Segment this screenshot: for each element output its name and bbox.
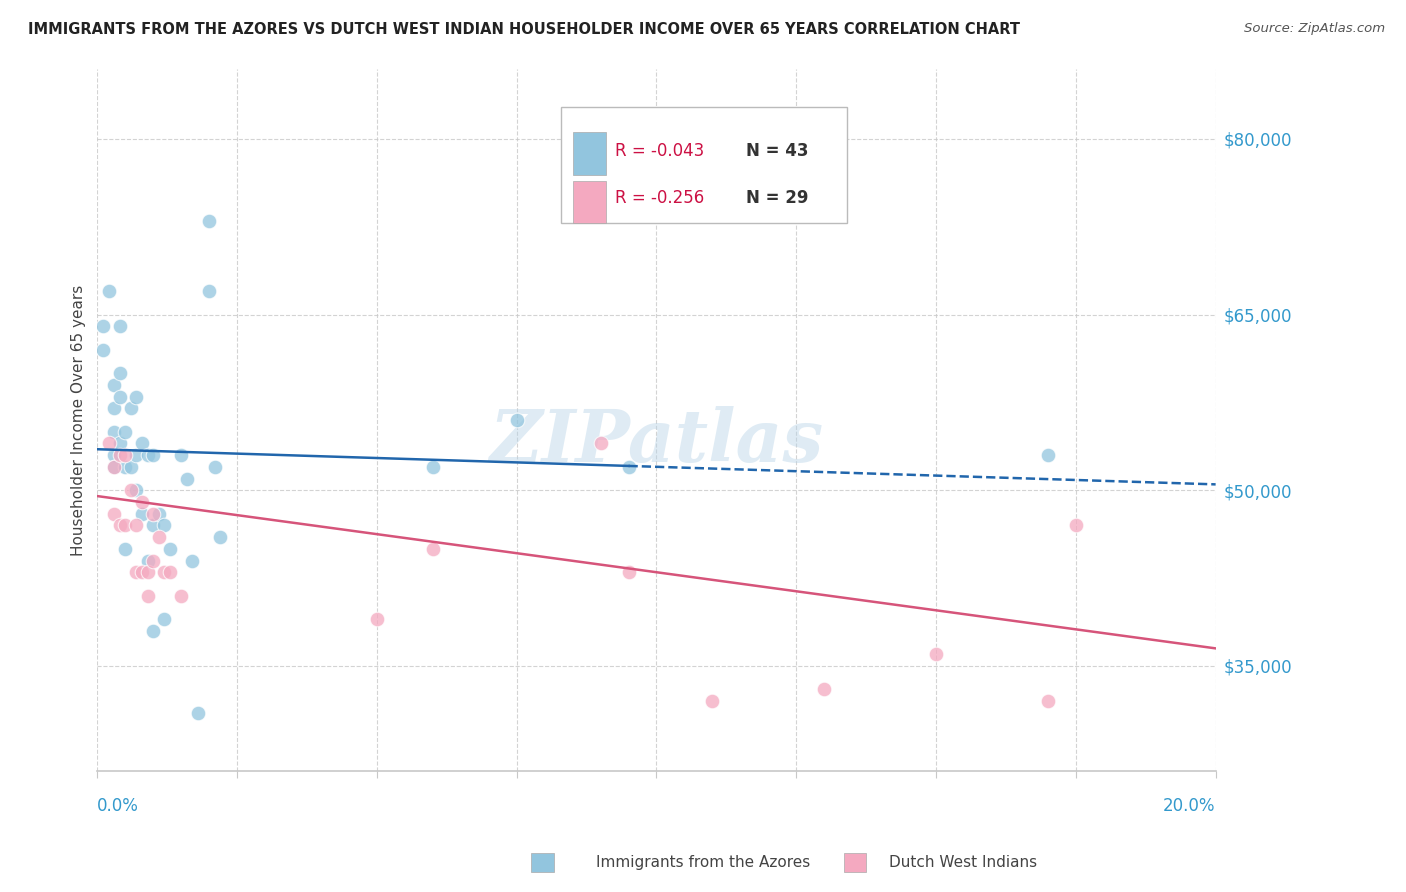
Point	[97, 284, 120, 298]
Point	[125, 566, 148, 580]
Point	[91, 319, 114, 334]
Point	[103, 459, 125, 474]
Point	[91, 343, 114, 357]
Point	[114, 541, 136, 556]
Point	[131, 507, 153, 521]
Point	[422, 541, 444, 556]
Point	[159, 541, 181, 556]
Point	[142, 507, 165, 521]
Point	[925, 647, 948, 661]
Point	[103, 459, 125, 474]
Point	[153, 518, 176, 533]
Point	[505, 413, 527, 427]
Point	[159, 566, 181, 580]
Point	[702, 694, 724, 708]
Point	[125, 483, 148, 498]
Point	[589, 436, 612, 450]
Point	[148, 530, 170, 544]
Point	[170, 448, 193, 462]
Point	[114, 425, 136, 439]
Point	[114, 518, 136, 533]
Point	[813, 682, 835, 697]
Point	[209, 530, 232, 544]
Point	[131, 495, 153, 509]
Text: Dutch West Indians: Dutch West Indians	[889, 855, 1038, 870]
Point	[1064, 518, 1087, 533]
Point	[617, 459, 640, 474]
Text: N = 43: N = 43	[747, 142, 808, 161]
Text: ZIPatlas: ZIPatlas	[489, 406, 824, 476]
Point	[136, 566, 159, 580]
Point	[125, 448, 148, 462]
Point	[120, 483, 142, 498]
Text: 20.0%: 20.0%	[1163, 797, 1216, 815]
FancyBboxPatch shape	[572, 181, 606, 223]
Text: IMMIGRANTS FROM THE AZORES VS DUTCH WEST INDIAN HOUSEHOLDER INCOME OVER 65 YEARS: IMMIGRANTS FROM THE AZORES VS DUTCH WEST…	[28, 22, 1021, 37]
Point	[114, 448, 136, 462]
Point	[120, 459, 142, 474]
Point	[131, 566, 153, 580]
Point	[114, 459, 136, 474]
Point	[97, 436, 120, 450]
Text: Source: ZipAtlas.com: Source: ZipAtlas.com	[1244, 22, 1385, 36]
Point	[120, 401, 142, 416]
Text: R = -0.043: R = -0.043	[614, 142, 704, 161]
Text: R = -0.256: R = -0.256	[614, 188, 704, 207]
Point	[1036, 694, 1059, 708]
Point	[617, 566, 640, 580]
Point	[422, 459, 444, 474]
Text: Immigrants from the Azores: Immigrants from the Azores	[596, 855, 810, 870]
Point	[142, 624, 165, 638]
Point	[108, 518, 131, 533]
FancyBboxPatch shape	[572, 133, 606, 175]
Text: N = 29: N = 29	[747, 188, 808, 207]
Point	[198, 284, 221, 298]
Point	[108, 319, 131, 334]
Point	[142, 553, 165, 567]
Point	[153, 612, 176, 626]
Point	[176, 471, 198, 485]
Point	[136, 589, 159, 603]
Point	[187, 706, 209, 720]
Point	[131, 436, 153, 450]
Point	[103, 507, 125, 521]
Point	[198, 214, 221, 228]
Point	[1036, 448, 1059, 462]
Point	[125, 518, 148, 533]
Point	[108, 448, 131, 462]
Point	[103, 425, 125, 439]
Point	[153, 566, 176, 580]
Point	[204, 459, 226, 474]
Point	[125, 390, 148, 404]
Y-axis label: Householder Income Over 65 years: Householder Income Over 65 years	[72, 285, 86, 556]
Point	[136, 448, 159, 462]
Point	[181, 553, 204, 567]
Point	[148, 507, 170, 521]
Point	[108, 436, 131, 450]
Point	[103, 448, 125, 462]
FancyBboxPatch shape	[561, 107, 846, 223]
Point	[170, 589, 193, 603]
Point	[103, 401, 125, 416]
Point	[142, 448, 165, 462]
Text: 0.0%: 0.0%	[97, 797, 139, 815]
Point	[108, 366, 131, 380]
Point	[136, 553, 159, 567]
Point	[108, 390, 131, 404]
Point	[366, 612, 388, 626]
Point	[103, 377, 125, 392]
Point	[142, 518, 165, 533]
